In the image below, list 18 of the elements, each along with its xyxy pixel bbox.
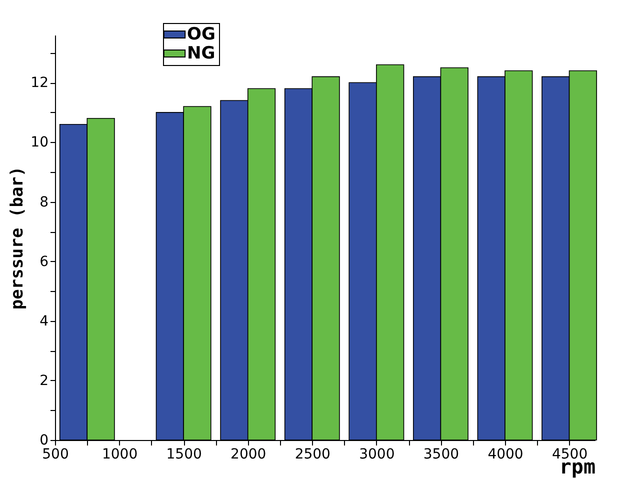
x-tick-label: 2500 — [294, 446, 330, 462]
x-tick-label: 3500 — [423, 446, 460, 462]
y-axis-title: perssure (bar) — [8, 166, 28, 310]
x-tick-label: 500 — [42, 446, 69, 462]
x-tick-label: 1500 — [166, 446, 202, 462]
y-tick-label: 4 — [40, 313, 49, 330]
x-tick-label: 1000 — [102, 446, 138, 462]
x-tick-label: 3000 — [359, 446, 395, 462]
x-tick-label: 2000 — [230, 446, 266, 462]
y-tick-label: 10 — [30, 134, 48, 151]
x-tick-label: 4000 — [488, 446, 524, 462]
y-tick-label: 6 — [40, 254, 49, 270]
y-tick-label: 8 — [40, 194, 48, 210]
legend-label: OG — [187, 24, 216, 44]
legend-label: NG — [187, 44, 216, 64]
y-tick-label: 0 — [40, 432, 48, 448]
y-tick-label: 12 — [30, 75, 48, 92]
y-tick-label: 2 — [40, 372, 48, 389]
